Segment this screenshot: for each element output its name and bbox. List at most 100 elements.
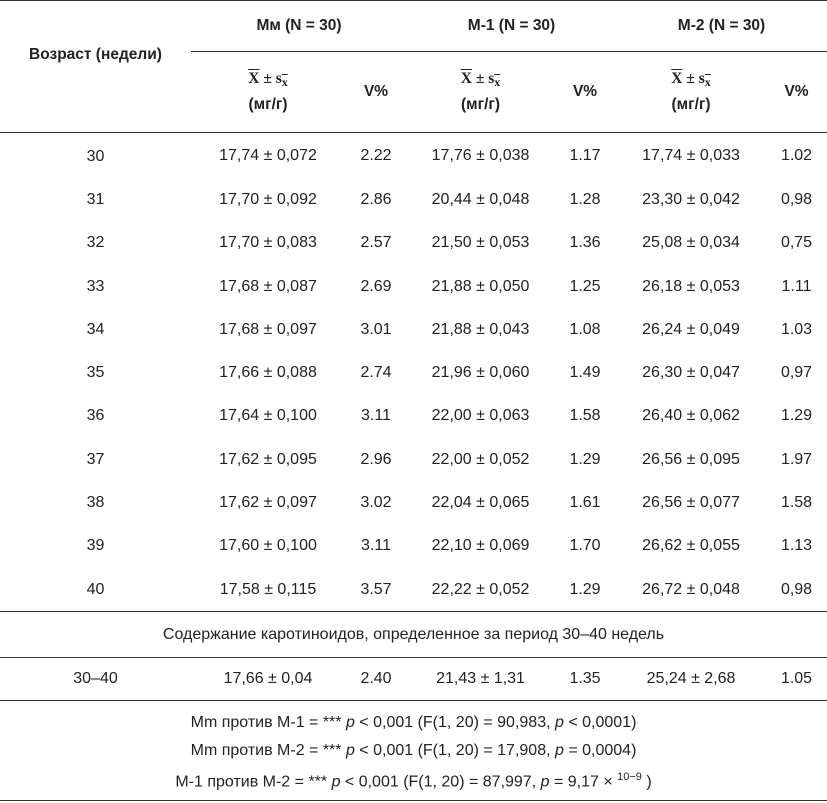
- age-cell: 40: [0, 567, 191, 613]
- cv-header-mm: V%: [345, 51, 408, 133]
- m1-cv-cell: 1.28: [569, 190, 601, 208]
- table-row: 30 17,74 ± 0,072 2.22 17,76 ± 0,038 1.17…: [0, 133, 827, 179]
- table-row: 35 17,66 ± 0,088 2.74 21,96 ± 0,060 1.49…: [0, 351, 827, 394]
- summary-m2-cv-cell: 1.05: [766, 657, 827, 702]
- m2-cv-cell: 0,98: [780, 190, 813, 208]
- summary-m1-cv-cell: 1.35: [554, 657, 617, 702]
- m1-value-cell: 17,76 ± 0,038: [431, 146, 530, 164]
- table-row: 39 17,60 ± 0,100 3.11 22,10 ± 0,069 1.70…: [0, 525, 827, 568]
- table-row: 32 17,70 ± 0,083 2.57 21,50 ± 0,053 1.36…: [0, 222, 827, 265]
- mm-cv-cell: 3.11: [361, 407, 391, 425]
- mm-value-cell: 17,70 ± 0,083: [219, 234, 317, 252]
- age-cell: 32: [86, 234, 105, 252]
- cv-header-m2: V%: [766, 51, 827, 133]
- mm-cv-cell: 3.11: [361, 537, 391, 555]
- mm-value-cell: 17,64 ± 0,100: [219, 407, 317, 425]
- mm-cv-cell: 2.74: [360, 364, 392, 382]
- s-symbol: s: [488, 70, 495, 87]
- unit-label: (мг/г): [671, 96, 711, 113]
- m2-cv-cell: 0,98: [766, 567, 827, 613]
- note-line: Mm против М-1 = *** p < 0,001 (F(1, 20) …: [190, 714, 637, 732]
- m2-cv-cell: 1.58: [780, 494, 813, 512]
- summary-mm-value-cell: 17,66 ± 0,04: [191, 657, 345, 702]
- m2-cv-cell: 1.02: [780, 146, 813, 164]
- caption-row: Содержание каротиноидов, определенное за…: [0, 611, 827, 659]
- m2-value-cell: 26,56 ± 0,077: [642, 494, 740, 512]
- m1-cv-cell: 1.70: [569, 537, 601, 555]
- mm-cv-cell: 3.57: [345, 567, 408, 613]
- m1-value-cell: 22,10 ± 0,069: [431, 537, 530, 555]
- mm-value-cell: 17,62 ± 0,095: [219, 450, 317, 468]
- m1-cv-cell: 1.08: [569, 320, 601, 338]
- mm-value-cell: 17,68 ± 0,097: [219, 320, 317, 338]
- note-line: М-1 против М-2 = *** p < 0,001 (F(1, 20)…: [175, 771, 652, 791]
- s-subscript: x: [281, 75, 288, 89]
- summary-m2-value-cell: 25,24 ± 2,68: [616, 657, 767, 702]
- mm-value-cell: 17,62 ± 0,097: [219, 494, 317, 512]
- m1-value-cell: 22,22 ± 0,052: [407, 567, 555, 613]
- m2-value-cell: 26,18 ± 0,053: [642, 277, 740, 295]
- age-cell: 34: [86, 320, 105, 338]
- m1-value-cell: 21,88 ± 0,050: [431, 277, 530, 295]
- m1-cv-cell: 1.17: [569, 146, 601, 164]
- note-line: Mm против М-2 = *** p < 0,001 (F(1, 20) …: [190, 741, 637, 759]
- m1-cv-cell: 1.29: [569, 450, 601, 468]
- summary-m1-value-cell: 21,43 ± 1,31: [407, 657, 555, 702]
- m1-cv-cell: 1.49: [569, 364, 601, 382]
- m2-value-cell: 25,08 ± 0,034: [642, 234, 740, 252]
- m2-value-cell: 26,24 ± 0,049: [642, 320, 740, 338]
- m2-cv-cell: 0,97: [780, 364, 813, 382]
- m1-value-cell: 21,96 ± 0,060: [431, 364, 530, 382]
- mm-value-cell: 17,60 ± 0,100: [219, 537, 317, 555]
- summary-mm-cv-cell: 2.40: [345, 657, 408, 702]
- mean-header-m2: X ± sx (мг/г): [616, 51, 767, 133]
- group-header-mm: Мм (N = 30): [191, 0, 408, 52]
- unit-label: (мг/г): [461, 96, 501, 113]
- unit-label: (мг/г): [248, 96, 288, 113]
- age-cell: 36: [86, 407, 105, 425]
- significance-notes: Mm против М-1 = *** p < 0,001 (F(1, 20) …: [0, 700, 827, 802]
- mm-value-cell: 17,58 ± 0,115: [191, 567, 345, 613]
- age-cell: 30: [86, 147, 105, 165]
- m2-cv-cell: 0,75: [780, 234, 813, 252]
- m1-value-cell: 22,00 ± 0,063: [431, 407, 530, 425]
- m2-cv-cell: 1.97: [780, 450, 813, 468]
- mm-value-cell: 17,68 ± 0,087: [219, 277, 317, 295]
- mm-cv-cell: 3.01: [360, 320, 392, 338]
- m1-value-cell: 20,44 ± 0,048: [431, 190, 530, 208]
- age-header: Возраст (недели): [0, 0, 191, 133]
- mm-cv-cell: 2.57: [360, 234, 392, 252]
- m2-cv-cell: 1.11: [781, 277, 812, 295]
- mm-cv-cell: 2.22: [360, 146, 392, 164]
- group-header-m2: М-2 (N = 30): [616, 0, 827, 52]
- age-cell: 33: [86, 277, 105, 295]
- mean-header-m1: X ± sx (мг/г): [407, 51, 555, 133]
- m2-value-cell: 26,56 ± 0,095: [642, 450, 740, 468]
- mm-cv-cell: 2.96: [360, 450, 392, 468]
- age-cell: 37: [86, 450, 105, 468]
- s-subscript: x: [704, 75, 711, 89]
- m2-cv-cell: 1.03: [780, 320, 813, 338]
- age-cell: 35: [86, 364, 105, 382]
- mean-symbol: X: [671, 70, 683, 87]
- table-row: 31 17,70 ± 0,092 2.86 20,44 ± 0,048 1.28…: [0, 178, 827, 221]
- mm-cv-cell: 2.69: [360, 277, 392, 295]
- table-row: 37 17,62 ± 0,095 2.96 22,00 ± 0,052 1.29…: [0, 438, 827, 481]
- m1-cv-cell: 1.29: [554, 567, 617, 613]
- m1-value-cell: 21,88 ± 0,043: [431, 320, 530, 338]
- age-cell: 31: [86, 190, 105, 208]
- table-row: 33 17,68 ± 0,087 2.69 21,88 ± 0,050 1.25…: [0, 265, 827, 308]
- pm-symbol: ±: [263, 70, 272, 87]
- mm-value-cell: 17,70 ± 0,092: [219, 190, 317, 208]
- m2-value-cell: 23,30 ± 0,042: [642, 190, 740, 208]
- pm-symbol: ±: [686, 70, 695, 87]
- summary-age-cell: 30–40: [0, 657, 191, 702]
- table-row: 34 17,68 ± 0,097 3.01 21,88 ± 0,043 1.08…: [0, 308, 827, 351]
- cv-header-m1: V%: [554, 51, 617, 133]
- mean-symbol: X: [248, 70, 260, 87]
- m2-value-cell: 26,72 ± 0,048: [616, 567, 767, 613]
- mm-value-cell: 17,66 ± 0,088: [219, 364, 317, 382]
- m1-value-cell: 22,00 ± 0,052: [431, 450, 530, 468]
- m2-cv-cell: 1.13: [780, 537, 813, 555]
